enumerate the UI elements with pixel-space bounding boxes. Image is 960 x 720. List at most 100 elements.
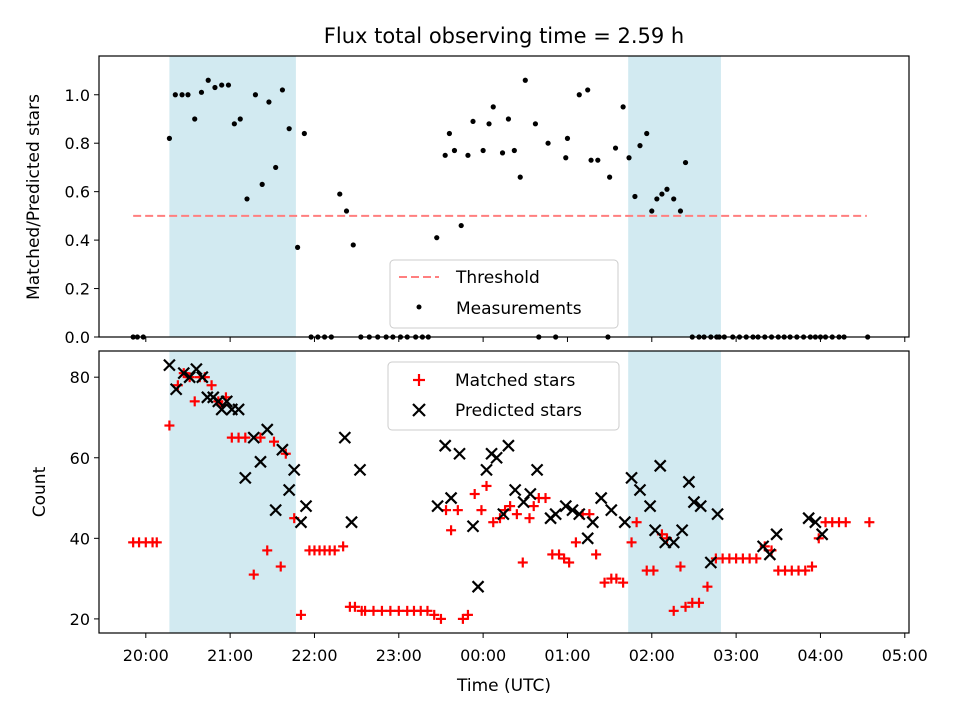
measurement-point bbox=[237, 116, 243, 122]
predicted-point bbox=[682, 475, 696, 489]
measurement-point bbox=[446, 130, 452, 137]
predicted-point bbox=[466, 519, 480, 533]
predicted-point bbox=[815, 528, 829, 541]
measurements-legend-label: Measurements bbox=[456, 299, 582, 319]
measurement-point bbox=[337, 191, 343, 197]
measurement-point bbox=[442, 152, 448, 158]
matched-point bbox=[349, 601, 360, 612]
matched-point bbox=[668, 605, 679, 616]
matched-point bbox=[528, 501, 539, 512]
measurement-point bbox=[595, 157, 601, 163]
predicted-point bbox=[675, 523, 689, 537]
measurement-point bbox=[179, 92, 185, 98]
measurement-point bbox=[266, 99, 272, 105]
count-x-tick-label: 20:00 bbox=[123, 646, 169, 665]
matched-point bbox=[462, 609, 473, 620]
matched-point bbox=[540, 493, 551, 504]
predicted-point bbox=[490, 451, 503, 465]
measurement-point bbox=[517, 174, 523, 180]
count-x-tick-label: 23:00 bbox=[376, 646, 422, 665]
predicted-legend-swatch bbox=[412, 403, 426, 417]
matched-point bbox=[446, 525, 457, 536]
measurement-point bbox=[212, 84, 218, 91]
count-y-tick-label: 40 bbox=[70, 529, 90, 548]
matched-point bbox=[240, 432, 251, 443]
predicted-point bbox=[232, 403, 245, 416]
measurement-point bbox=[225, 82, 232, 88]
matched-point bbox=[675, 561, 686, 572]
measurement-point bbox=[273, 164, 279, 171]
measurement-point bbox=[612, 145, 619, 151]
measurement-point bbox=[231, 121, 237, 127]
matched-point bbox=[591, 549, 602, 560]
measurement-point bbox=[166, 135, 173, 141]
measurement-point bbox=[286, 126, 292, 132]
measurement-point bbox=[192, 116, 198, 122]
measurement-point bbox=[532, 121, 539, 127]
predicted-point bbox=[625, 471, 638, 485]
predicted-point bbox=[581, 532, 594, 545]
measurement-point bbox=[499, 150, 506, 156]
matched-point bbox=[611, 573, 622, 584]
measurement-point bbox=[451, 147, 458, 154]
count-y-tick-label: 60 bbox=[70, 449, 90, 468]
ratio-legend: Threshold Measurements bbox=[389, 259, 619, 329]
matched-point bbox=[469, 489, 480, 500]
matched-point bbox=[262, 545, 273, 556]
matched-point bbox=[618, 577, 629, 588]
matched-point bbox=[751, 553, 762, 564]
measurement-point bbox=[585, 87, 591, 93]
predicted-point bbox=[239, 471, 252, 485]
measurement-point bbox=[198, 89, 205, 95]
matched-point bbox=[702, 581, 713, 592]
predicted-point bbox=[220, 395, 234, 408]
measurement-point bbox=[172, 92, 178, 98]
matched-point bbox=[554, 549, 565, 560]
predicted-point bbox=[345, 515, 358, 529]
measurement-point bbox=[659, 191, 665, 197]
predicted-point bbox=[687, 495, 701, 509]
predicted-point bbox=[572, 507, 586, 521]
measurement-point bbox=[505, 116, 512, 122]
measurement-point bbox=[294, 244, 301, 250]
measurement-point bbox=[480, 147, 486, 154]
matched-point bbox=[429, 609, 440, 620]
predicted-point bbox=[497, 507, 510, 521]
count-x-tick-label: 00:00 bbox=[460, 646, 506, 665]
predicted-point bbox=[648, 523, 662, 537]
count-spans bbox=[169, 351, 721, 633]
predicted-point bbox=[260, 423, 274, 436]
measurement-point bbox=[644, 130, 650, 137]
measurement-point bbox=[607, 174, 613, 180]
matched-point bbox=[481, 480, 492, 491]
predicted-point bbox=[471, 580, 485, 593]
highlight-span bbox=[169, 56, 296, 337]
predicted-point bbox=[704, 556, 718, 569]
ratio-x-ticks bbox=[145, 337, 906, 342]
matched-legend-label: Matched stars bbox=[455, 371, 575, 391]
predicted-point bbox=[480, 463, 493, 477]
count-legend: Matched stars Predicted stars bbox=[387, 361, 620, 431]
matched-point bbox=[807, 561, 818, 572]
predicted-points bbox=[163, 358, 829, 593]
measurement-point bbox=[470, 118, 476, 125]
count-y-axis-label: Count bbox=[30, 466, 50, 517]
measurement-point bbox=[671, 196, 677, 202]
matched-point bbox=[435, 613, 446, 624]
count-x-tick-label: 01:00 bbox=[544, 646, 590, 665]
predicted-point bbox=[530, 463, 544, 477]
matched-point bbox=[393, 605, 404, 616]
measurement-point bbox=[279, 87, 286, 93]
matched-point bbox=[564, 557, 575, 568]
matched-point bbox=[206, 380, 217, 391]
predicted-point bbox=[163, 358, 176, 372]
predicted-point bbox=[438, 439, 452, 452]
count-x-tick-label: 21:00 bbox=[207, 646, 253, 665]
ratio-y-tick-label: 0.8 bbox=[65, 134, 90, 153]
matched-point bbox=[376, 605, 387, 616]
ratio-y-tick-label: 0.0 bbox=[65, 328, 90, 347]
predicted-point bbox=[633, 483, 647, 497]
predicted-point bbox=[559, 499, 573, 513]
ratio-y-tick-label: 0.6 bbox=[65, 183, 90, 202]
